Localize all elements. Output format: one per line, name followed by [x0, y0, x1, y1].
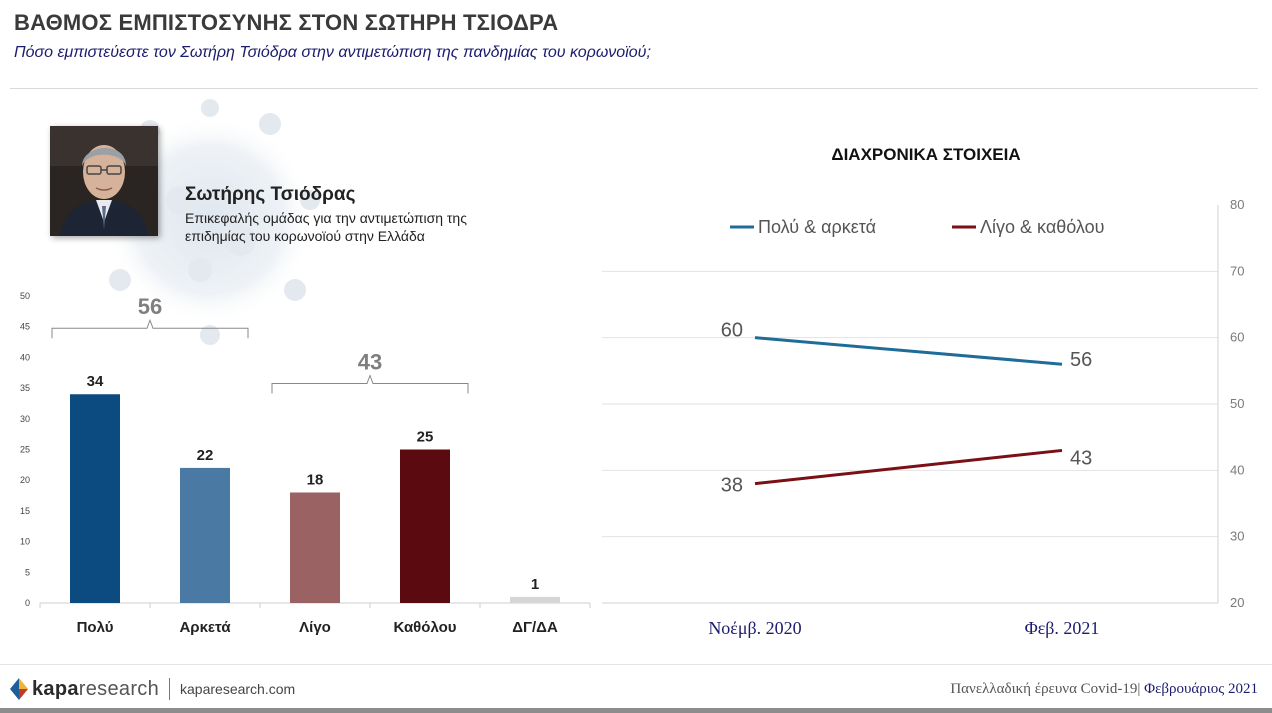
y-tick-label: 5 — [25, 567, 30, 577]
bar — [400, 449, 450, 603]
category-label: Καθόλου — [393, 619, 456, 636]
logo-wordmark: kaparesearch — [32, 677, 160, 700]
y-tick-label: 20 — [1230, 595, 1244, 610]
bar-chart: 0 5 10 15 20 25 30 35 40 45 50 34 Πολύ 22 Αρκετά 18 Λίγο… — [20, 291, 591, 636]
bar — [70, 394, 120, 603]
group-total-label: 56 — [138, 294, 162, 319]
y-tick-label: 30 — [20, 414, 30, 424]
y-tick-label: 20 — [20, 475, 30, 485]
y-tick-label: 35 — [20, 383, 30, 393]
bar — [290, 492, 340, 603]
page-subtitle: Πόσο εμπιστεύεστε τον Σωτήρη Τσιόδρα στη… — [14, 44, 651, 61]
bar — [510, 596, 560, 603]
y-tick-label: 0 — [25, 598, 30, 608]
bar — [180, 467, 230, 603]
bar-value-label: 22 — [197, 447, 214, 464]
bar-value-label: 34 — [87, 373, 104, 390]
category-label: Πολύ — [77, 619, 114, 636]
line-chart-title: ΔΙΑΧΡΟΝΙΚΑ ΣΤΟΙΧΕΙΑ — [831, 145, 1020, 164]
category-label: Αρκετά — [179, 619, 231, 636]
y-tick-label: 50 — [20, 291, 30, 301]
y-tick-label: 10 — [20, 537, 30, 547]
y-tick-label: 15 — [20, 506, 30, 516]
y-tick-label: 70 — [1230, 263, 1244, 278]
x-tick-label: Νοέμβ. 2020 — [708, 618, 801, 638]
website-url[interactable]: kaparesearch.com — [180, 681, 296, 697]
bottom-bar — [0, 708, 1272, 713]
y-tick-label: 60 — [1230, 330, 1244, 345]
group-total-label: 43 — [358, 350, 382, 375]
category-label: Λίγο — [299, 619, 331, 636]
y-tick-label: 40 — [20, 352, 30, 362]
series-line — [754, 336, 1063, 366]
series-line — [754, 448, 1063, 486]
x-tick-label: Φεβ. 2021 — [1025, 618, 1100, 638]
survey-date: Φεβρουάριος 2021 — [1144, 681, 1258, 697]
y-tick-label: 30 — [1230, 529, 1244, 544]
kapa-logo: kaparesearch kaparesearch.com — [10, 676, 295, 702]
footer-divider — [0, 664, 1272, 665]
bar-value-label: 25 — [417, 429, 434, 446]
data-label: 60 — [721, 320, 743, 342]
y-tick-label: 80 — [1230, 197, 1244, 212]
logo-mark-icon — [10, 678, 28, 700]
data-label: 43 — [1070, 447, 1092, 469]
person-photo — [50, 126, 158, 236]
person-role: Επικεφαλής ομάδας για την αντιμετώπιση τ… — [185, 210, 467, 244]
legend-label: Πολύ & αρκετά — [758, 217, 876, 237]
category-label: ΔΓ/ΔΑ — [512, 619, 558, 636]
page-title: ΒΑΘΜΟΣ ΕΜΠΙΣΤΟΣΥΝΗΣ ΣΤΟΝ ΣΩΤΗΡΗ ΤΣΙΟΔΡΑ — [14, 10, 559, 35]
bar-value-label: 1 — [531, 576, 539, 593]
footer-survey-info: Πανελλαδική έρευνα Covid-19| Φεβρουάριος… — [950, 681, 1258, 698]
logo-separator — [169, 678, 171, 700]
survey-name: Πανελλαδική έρευνα Covid-19| — [950, 681, 1141, 697]
y-tick-label: 25 — [20, 445, 30, 455]
group-bracket — [271, 374, 469, 394]
header-divider — [10, 88, 1258, 89]
bar-value-label: 18 — [307, 471, 324, 488]
group-bracket — [51, 318, 249, 339]
line-chart: ΔΙΑΧΡΟΝΙΚΑ ΣΤΟΙΧΕΙΑ 20 30 40 50 60 70 80 Νοέμβ. … — [602, 145, 1244, 638]
data-label: 38 — [721, 475, 743, 497]
y-tick-label: 45 — [20, 322, 30, 332]
legend-label: Λίγο & καθόλου — [980, 217, 1105, 237]
person-name: Σωτήρης Τσιόδρας — [185, 184, 356, 205]
data-label: 56 — [1070, 349, 1092, 371]
y-tick-label: 40 — [1230, 462, 1244, 477]
y-tick-label: 50 — [1230, 396, 1244, 411]
